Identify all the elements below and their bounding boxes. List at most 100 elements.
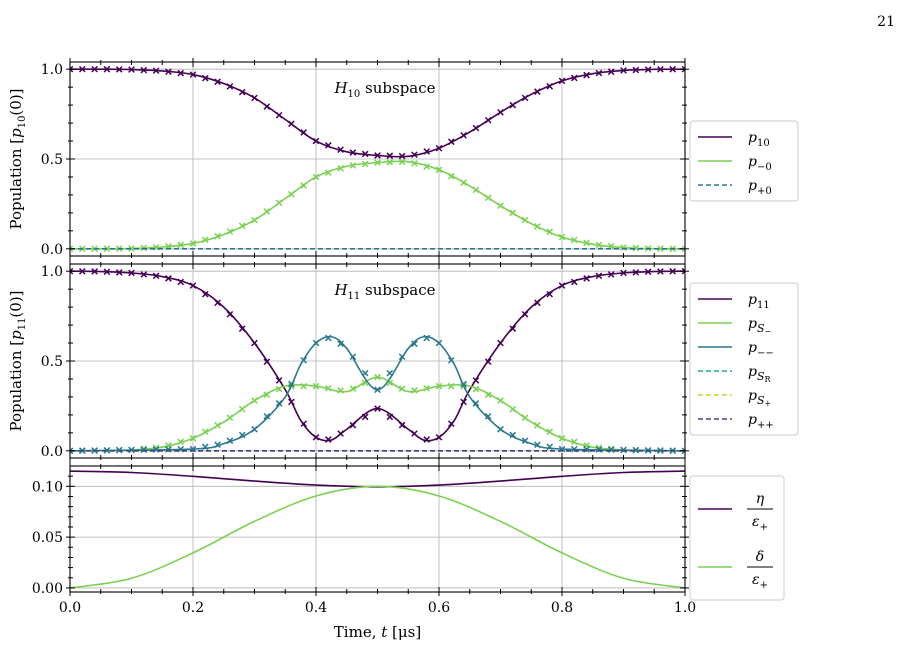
y-tick-label: 0.5 — [41, 152, 63, 168]
data-marker — [214, 421, 221, 429]
data-marker — [386, 413, 394, 421]
data-marker — [312, 434, 320, 441]
data-marker — [152, 67, 160, 75]
data-marker — [337, 165, 344, 172]
data-marker — [275, 385, 283, 393]
data-marker — [447, 420, 455, 428]
data-marker — [521, 437, 529, 445]
panel-title: H11 subspace — [333, 281, 435, 302]
legend-label: pS+ — [748, 388, 771, 408]
data-marker — [411, 387, 418, 394]
data-marker — [349, 421, 357, 429]
data-marker — [78, 267, 86, 275]
data-marker — [546, 428, 554, 436]
data-marker — [472, 124, 480, 132]
data-marker — [398, 385, 406, 392]
data-marker — [607, 68, 615, 76]
legend: p11 pS− p−− pSR pS+ p++ — [689, 282, 799, 436]
data-marker — [620, 446, 627, 454]
legend-label: p−0 — [748, 154, 772, 173]
data-marker — [460, 398, 467, 406]
data-marker — [681, 267, 685, 275]
data-marker — [595, 241, 603, 249]
data-marker — [238, 325, 246, 332]
x-tick-label: 0.2 — [182, 600, 204, 616]
data-marker — [70, 245, 74, 253]
data-marker — [324, 334, 332, 342]
data-marker — [534, 223, 541, 230]
data-marker — [521, 94, 529, 102]
x-tick-label: 1.0 — [674, 600, 696, 616]
data-marker — [349, 385, 357, 392]
legend-label: p++ — [748, 412, 774, 431]
data-marker — [558, 233, 566, 241]
data-marker — [570, 278, 578, 286]
data-marker — [226, 414, 234, 422]
data-marker — [583, 275, 590, 282]
data-marker — [681, 65, 685, 73]
data-marker — [460, 380, 467, 388]
data-marker — [411, 151, 418, 159]
data-marker — [497, 397, 504, 404]
data-marker — [251, 397, 258, 404]
data-marker — [70, 267, 74, 275]
data-marker — [411, 430, 418, 437]
data-marker — [361, 369, 369, 377]
data-marker — [238, 431, 246, 439]
data-marker — [644, 66, 652, 73]
data-marker — [583, 239, 590, 247]
data-marker — [361, 160, 369, 168]
x-axis-label: Time, t [μs] — [334, 623, 421, 641]
data-marker — [177, 438, 185, 446]
y-tick-label: 0.10 — [32, 479, 63, 495]
data-marker — [103, 65, 111, 73]
data-marker — [669, 267, 677, 275]
data-marker — [447, 172, 455, 180]
data-marker — [288, 398, 295, 406]
data-marker — [300, 420, 308, 428]
legend-label: p+0 — [748, 178, 772, 197]
data-marker — [128, 245, 135, 252]
data-marker — [349, 162, 357, 169]
data-marker — [78, 65, 86, 73]
data-marker — [398, 421, 406, 429]
data-marker — [509, 209, 517, 217]
axes-frame — [69, 465, 686, 593]
data-marker — [509, 431, 517, 439]
data-marker — [361, 413, 369, 421]
data-marker — [140, 244, 148, 252]
data-marker — [374, 405, 381, 412]
data-marker — [484, 391, 492, 399]
data-marker — [374, 386, 381, 394]
data-marker — [374, 159, 381, 166]
data-marker — [534, 299, 541, 307]
data-marker — [263, 412, 271, 420]
legend-label-numerator: δ — [756, 549, 764, 565]
data-marker — [251, 94, 258, 102]
data-marker — [386, 152, 394, 160]
data-marker — [312, 173, 320, 181]
series-line-0-1 — [70, 160, 685, 250]
data-marker — [435, 166, 443, 174]
data-marker — [300, 382, 308, 390]
data-marker — [238, 222, 246, 230]
data-marker — [681, 245, 685, 253]
data-marker — [546, 82, 554, 90]
x-tick-label: 0.8 — [551, 600, 573, 616]
data-marker — [595, 69, 603, 77]
data-marker — [288, 380, 295, 388]
data-marker — [484, 358, 492, 366]
legend-label-numerator: η — [756, 491, 765, 507]
data-marker — [275, 377, 283, 384]
data-marker — [484, 116, 492, 124]
data-marker — [595, 272, 603, 280]
data-marker — [324, 436, 332, 443]
data-marker — [657, 268, 664, 275]
data-marker — [361, 150, 369, 158]
y-tick-label: 0.0 — [41, 444, 63, 460]
data-marker — [337, 430, 344, 437]
data-marker — [201, 236, 209, 244]
data-marker — [398, 152, 406, 160]
data-marker — [534, 421, 541, 429]
data-marker — [423, 384, 431, 392]
